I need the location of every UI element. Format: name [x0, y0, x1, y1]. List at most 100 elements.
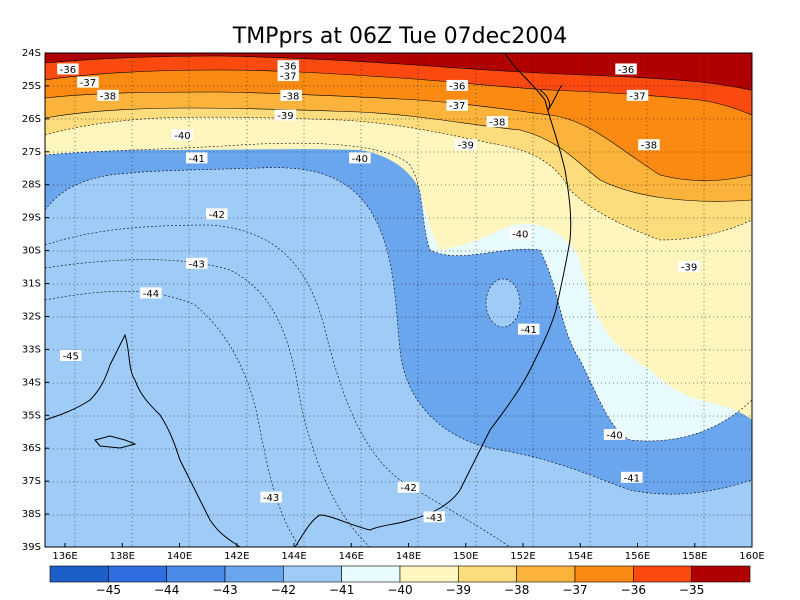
- contour-label-text: -39: [277, 111, 293, 122]
- lat-tick-label: 39S: [22, 542, 41, 553]
- contour-label-text: -40: [512, 230, 528, 241]
- contour-label-background: [277, 70, 300, 82]
- lat-tick-label: 28S: [22, 180, 41, 191]
- lon-tick-label: 148E: [396, 551, 421, 562]
- fill-blob-41: [486, 279, 520, 327]
- colorbar-label: −35: [679, 583, 704, 597]
- latitude-axis: 24S 25S 26S 27S 28S 29S 30S 31S 32S 33S 34S 35S 36S 3…: [22, 48, 49, 553]
- fill-level-39-38: [45, 108, 752, 240]
- contour-label-text: -42: [400, 483, 416, 494]
- contour-label-text: -40: [606, 431, 622, 442]
- contour-label-text: -41: [189, 154, 205, 165]
- contour-label: -39: [455, 139, 477, 152]
- coastline-east: [369, 53, 572, 531]
- lon-tick-label: 144E: [281, 551, 306, 562]
- contour-label: -39: [274, 109, 297, 122]
- contour-label-background: [349, 152, 371, 164]
- contour-label: -43: [185, 257, 208, 270]
- lon-tick-label: 152E: [510, 551, 535, 562]
- colorbar-label: −40: [387, 583, 412, 597]
- contour-line-37: [45, 69, 752, 116]
- contour-label: -41: [185, 152, 208, 165]
- coastline: [45, 53, 572, 547]
- lon-tick-label: 146E: [339, 551, 364, 562]
- lon-tick-label: 142E: [224, 551, 249, 562]
- colorbar-label: −36: [621, 583, 646, 597]
- coastline-kangaroo-island: [94, 435, 137, 449]
- contour-label-background: [277, 60, 300, 72]
- contour-line-39: [45, 107, 752, 202]
- contour-label-background: [486, 116, 509, 128]
- contour-label-text: -43: [263, 493, 279, 504]
- lon-tick-label: 158E: [682, 551, 707, 562]
- contour-label-text: -37: [80, 78, 96, 89]
- lat-tick-label: 24S: [22, 48, 41, 59]
- contour-line-38: [45, 91, 752, 182]
- contour-label: -40: [603, 429, 626, 442]
- colorbar-swatch: [224, 565, 284, 583]
- contour-label: -36: [277, 60, 300, 73]
- contour-label: -42: [397, 481, 420, 494]
- fill-level-37-36: [45, 70, 752, 181]
- lat-tick-label: 35S: [22, 410, 41, 421]
- longitude-axis: 136E 138E 140E 142E 144E 146E 148E 150E 152E 154E…: [52, 543, 765, 562]
- lat-tick-label: 31S: [22, 279, 41, 290]
- contour-label-background: [140, 287, 162, 299]
- contour-label-text: -44: [143, 289, 159, 300]
- colorbar-swatch: [633, 565, 692, 583]
- contour-label-text: -40: [174, 131, 190, 142]
- colorbar-swatch: [283, 565, 342, 583]
- contour-labels: -36-37-38-40-41-42-43-44-45-36-37-38-39-…: [57, 60, 700, 524]
- lat-tick-label: 30S: [22, 246, 41, 257]
- contour-label-text: -36: [449, 81, 465, 92]
- colorbar-label: −38: [504, 583, 529, 597]
- lat-tick-label: 34S: [22, 377, 41, 388]
- contour-label: -43: [260, 491, 282, 504]
- contour-label: -37: [446, 99, 468, 112]
- contour-label-background: [77, 76, 99, 88]
- contour-label-text: -41: [521, 325, 537, 336]
- coastline-tasman-bump: [539, 84, 563, 111]
- contour-label-background: [185, 257, 208, 269]
- contour-label-background: [274, 109, 297, 121]
- contour-label: -38: [486, 116, 509, 129]
- colorbar-swatch: [516, 565, 576, 583]
- lat-tick-label: 33S: [22, 344, 41, 355]
- colorbar-label: −43: [212, 583, 237, 597]
- contour-label: -38: [638, 139, 660, 152]
- contour-label-background: [423, 511, 446, 523]
- contour-label-background: [621, 471, 643, 483]
- colorbar-swatch: [574, 565, 634, 583]
- contour-label-background: [185, 152, 208, 164]
- fill-level-38-37: [45, 92, 752, 202]
- colorbar-swatch: [49, 565, 109, 583]
- contour-label-text: -39: [681, 263, 697, 274]
- coastline-south: [294, 514, 371, 547]
- contour-label-background: [205, 208, 228, 220]
- lat-tick-label: 26S: [22, 114, 41, 125]
- colorbar-swatch: [166, 565, 226, 583]
- contour-label: -40: [171, 129, 194, 142]
- lat-tick-label: 38S: [22, 509, 41, 520]
- contour-label-background: [638, 139, 660, 151]
- lon-tick-label: 154E: [568, 551, 593, 562]
- colorbar-label: −45: [96, 583, 121, 597]
- contour-label-text: -38: [100, 91, 116, 102]
- contour-label-background: [60, 349, 82, 361]
- contour-label: -43: [423, 511, 446, 524]
- lon-tick-label: 138E: [110, 551, 135, 562]
- contour-label-text: -41: [624, 473, 640, 484]
- contour-label-background: [260, 491, 282, 503]
- contour-label-text: -36: [60, 65, 76, 76]
- contour-label: -38: [97, 89, 119, 102]
- colorbar-swatch: [341, 565, 401, 583]
- contour-label-background: [626, 89, 649, 101]
- lon-tick-label: 156E: [625, 551, 650, 562]
- contour-label-background: [446, 79, 468, 91]
- contour-label: -37: [626, 89, 649, 102]
- contour-line-40: [45, 116, 752, 241]
- contour-line-43: [45, 259, 371, 547]
- contour-label-background: [397, 481, 420, 493]
- filled-contours: -36-37-38-40-41-42-43-44-45-36-37-38-39-…: [45, 53, 752, 547]
